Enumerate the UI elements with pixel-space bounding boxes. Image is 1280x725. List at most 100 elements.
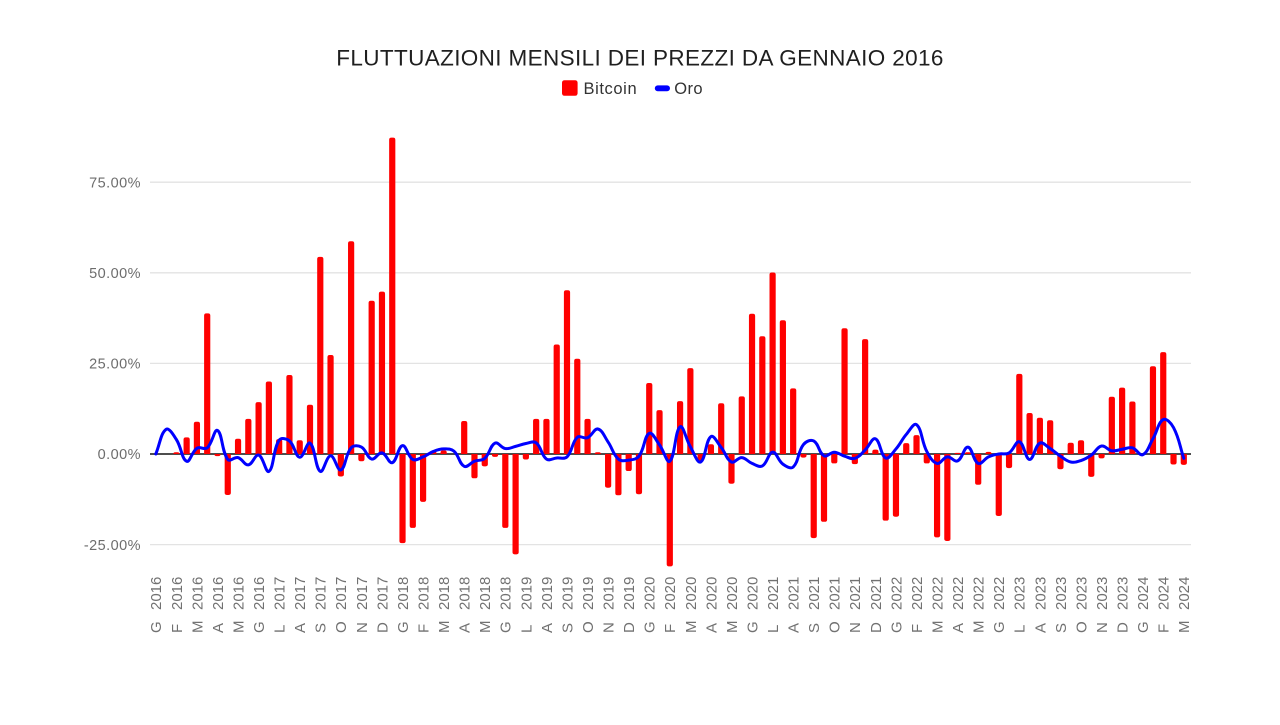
svg-text:2022: 2022 [909, 577, 926, 610]
svg-text:F: F [662, 624, 679, 633]
svg-text:2019: 2019 [601, 577, 618, 610]
svg-text:L: L [1012, 625, 1029, 633]
svg-text:2017: 2017 [292, 577, 309, 610]
svg-text:S: S [1053, 623, 1070, 633]
svg-text:O: O [580, 621, 597, 633]
svg-text:A: A [786, 623, 803, 633]
svg-text:O: O [333, 621, 350, 633]
svg-text:N: N [1094, 622, 1111, 633]
svg-text:O: O [827, 621, 844, 633]
svg-text:50.00%: 50.00% [89, 266, 141, 282]
svg-text:F: F [416, 624, 433, 633]
svg-text:2022: 2022 [888, 577, 905, 610]
svg-text:F: F [909, 624, 926, 633]
svg-text:G: G [148, 621, 165, 633]
svg-text:A: A [539, 623, 556, 633]
svg-text:2017: 2017 [272, 577, 289, 610]
svg-text:2020: 2020 [642, 577, 659, 610]
svg-text:M: M [436, 621, 453, 634]
svg-text:O: O [1073, 621, 1090, 633]
svg-text:2023: 2023 [1115, 577, 1132, 610]
svg-text:2017: 2017 [374, 577, 391, 610]
svg-text:F: F [169, 624, 186, 633]
svg-text:G: G [888, 621, 905, 633]
svg-text:2021: 2021 [765, 577, 782, 610]
svg-text:L: L [272, 625, 289, 633]
svg-text:D: D [868, 622, 885, 633]
svg-text:Bitcoin: Bitcoin [584, 80, 638, 98]
svg-text:2021: 2021 [847, 577, 864, 610]
svg-text:S: S [559, 623, 576, 633]
svg-text:G: G [251, 621, 268, 633]
svg-text:M: M [189, 621, 206, 634]
svg-text:2018: 2018 [395, 577, 412, 610]
svg-text:S: S [313, 623, 330, 633]
svg-text:N: N [601, 622, 618, 633]
svg-text:2019: 2019 [539, 577, 556, 610]
svg-text:D: D [621, 622, 638, 633]
svg-text:M: M [683, 621, 700, 634]
svg-text:A: A [210, 623, 227, 633]
svg-text:2023: 2023 [1053, 577, 1070, 610]
svg-text:2024: 2024 [1135, 577, 1152, 610]
svg-text:2022: 2022 [930, 577, 947, 610]
svg-text:A: A [292, 623, 309, 633]
svg-text:2023: 2023 [1032, 577, 1049, 610]
svg-text:2020: 2020 [703, 577, 720, 610]
svg-text:2016: 2016 [148, 577, 165, 610]
svg-text:2019: 2019 [518, 577, 535, 610]
svg-text:N: N [354, 622, 371, 633]
svg-text:M: M [1176, 621, 1193, 634]
svg-text:M: M [230, 621, 247, 634]
svg-text:N: N [847, 622, 864, 633]
svg-text:M: M [477, 621, 494, 634]
svg-text:G: G [498, 621, 515, 633]
svg-text:A: A [703, 623, 720, 633]
svg-text:G: G [395, 621, 412, 633]
svg-text:G: G [744, 621, 761, 633]
svg-text:F: F [1156, 624, 1173, 633]
svg-text:S: S [806, 623, 823, 633]
svg-text:D: D [374, 622, 391, 633]
svg-text:2017: 2017 [313, 577, 330, 610]
svg-text:75.00%: 75.00% [89, 175, 141, 191]
svg-text:FLUTTUAZIONI MENSILI DEI PREZZ: FLUTTUAZIONI MENSILI DEI PREZZI DA GENNA… [336, 46, 944, 71]
svg-text:2024: 2024 [1176, 577, 1193, 610]
svg-text:2016: 2016 [230, 577, 247, 610]
svg-text:2018: 2018 [477, 577, 494, 610]
svg-text:A: A [950, 623, 967, 633]
svg-text:A: A [1032, 623, 1049, 633]
svg-text:2021: 2021 [868, 577, 885, 610]
svg-text:L: L [765, 625, 782, 633]
svg-text:2019: 2019 [559, 577, 576, 610]
svg-text:G: G [991, 621, 1008, 633]
svg-text:2018: 2018 [416, 577, 433, 610]
svg-text:D: D [1115, 622, 1132, 633]
svg-text:G: G [642, 621, 659, 633]
svg-text:2016: 2016 [251, 577, 268, 610]
svg-text:-25.00%: -25.00% [84, 538, 141, 554]
svg-text:2022: 2022 [991, 577, 1008, 610]
svg-text:M: M [930, 621, 947, 634]
svg-text:2016: 2016 [189, 577, 206, 610]
svg-text:L: L [518, 625, 535, 633]
svg-text:2020: 2020 [724, 577, 741, 610]
svg-text:2017: 2017 [354, 577, 371, 610]
svg-text:2020: 2020 [683, 577, 700, 610]
svg-text:2016: 2016 [210, 577, 227, 610]
svg-text:2017: 2017 [333, 577, 350, 610]
svg-text:2023: 2023 [1012, 577, 1029, 610]
svg-text:2021: 2021 [827, 577, 844, 610]
svg-text:2021: 2021 [806, 577, 823, 610]
svg-text:2018: 2018 [436, 577, 453, 610]
svg-text:A: A [457, 623, 474, 633]
svg-text:2020: 2020 [662, 577, 679, 610]
svg-text:2019: 2019 [621, 577, 638, 610]
svg-text:2023: 2023 [1073, 577, 1090, 610]
svg-text:2019: 2019 [580, 577, 597, 610]
svg-text:2018: 2018 [457, 577, 474, 610]
svg-text:2023: 2023 [1094, 577, 1111, 610]
svg-text:2020: 2020 [744, 577, 761, 610]
svg-text:2018: 2018 [498, 577, 515, 610]
svg-text:0.00%: 0.00% [98, 447, 141, 463]
